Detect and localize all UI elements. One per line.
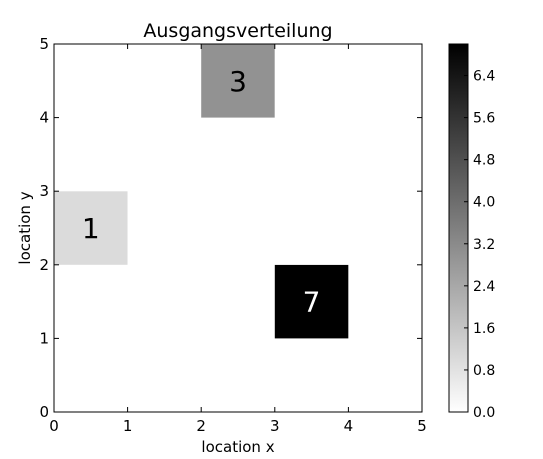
heatmap-cells: [54, 44, 422, 412]
y-tick-label-5: 5: [39, 35, 49, 53]
heatmap-cell-3-4: [274, 44, 349, 118]
heatmap-cell-3-2: [274, 191, 349, 265]
heatmap-cell-2-2: [201, 191, 275, 265]
y-tick-label-2: 2: [39, 256, 49, 274]
heatmap-cell-4-0: [348, 338, 422, 412]
cell-annotations: 1 3 7: [82, 65, 321, 319]
x-tick-label-4: 4: [344, 417, 354, 435]
x-tick-label-2: 2: [196, 417, 206, 435]
colorbar-tick-label-4: 3.2: [473, 237, 495, 253]
y-tick-label-0: 0: [39, 403, 49, 421]
heatmap-cell-2-0: [201, 338, 275, 412]
x-tick-label-0: 0: [49, 417, 59, 435]
chart-title: Ausgangsverteilung: [143, 20, 332, 42]
y-tick-label-4: 4: [39, 109, 49, 127]
cell-annotation-0: 1: [82, 212, 100, 245]
x-tick-label-1: 1: [123, 417, 133, 435]
heatmap-cell-2-4: [201, 44, 275, 118]
heatmap-cell-1-4: [127, 44, 202, 118]
heatmap-cell-4-3: [348, 117, 422, 192]
heatmap-cell-0-2: [54, 191, 128, 265]
colorbar-tick-label-3: 2.4: [473, 279, 495, 295]
heatmap-cell-3-1: [274, 264, 349, 339]
x-tick-label-3: 3: [270, 417, 280, 435]
heatmap-cell-0-3: [54, 117, 128, 192]
x-tick-label-5: 5: [417, 417, 427, 435]
colorbar-tick-label-6: 4.8: [473, 153, 495, 169]
heatmap-cell-2-3: [201, 117, 275, 192]
y-tick-label-1: 1: [39, 329, 49, 347]
x-axis-ticks: 0 1 2 3 4 5: [49, 44, 427, 435]
heatmap-cell-3-3: [274, 117, 349, 192]
heatmap-cell-4-2: [348, 191, 422, 265]
y-axis-label: location y: [16, 191, 34, 264]
heatmap-cell-2-1: [201, 264, 275, 339]
heatmap-cell-1-0: [127, 338, 202, 412]
colorbar-tick-label-1: 0.8: [473, 363, 495, 379]
colorbar-tick-label-2: 1.6: [473, 321, 495, 337]
y-axis-ticks: 0 1 2 3 4 5: [39, 35, 422, 421]
cell-annotation-2: 7: [303, 286, 321, 319]
heatmap-cell-0-0: [54, 338, 128, 412]
heatmap-cell-1-2: [127, 191, 202, 265]
heatmap-cell-1-1: [127, 264, 202, 339]
colorbar-tick-label-8: 6.4: [473, 69, 495, 85]
heatmap-cell-4-1: [348, 264, 422, 339]
colorbar-tick-label-7: 5.6: [473, 111, 495, 127]
colorbar-tick-label-0: 0.0: [473, 405, 495, 421]
heatmap-cell-4-4: [348, 44, 422, 118]
x-axis-label: location x: [201, 438, 274, 456]
plot-frame: [53, 43, 423, 413]
heatmap-cell-1-3: [127, 117, 202, 192]
heatmap-cell-3-0: [274, 338, 349, 412]
colorbar: [448, 43, 469, 413]
cell-annotation-1: 3: [229, 65, 247, 98]
heatmap-cell-0-4: [54, 44, 128, 118]
colorbar-tick-label-5: 4.0: [473, 195, 495, 211]
colorbar-ticks: 0.0 0.8 1.6 2.4 3.2 4.0 4.8 5.6 6.4: [464, 69, 495, 421]
heatmap-cell-0-1: [54, 264, 128, 339]
y-tick-label-3: 3: [39, 182, 49, 200]
